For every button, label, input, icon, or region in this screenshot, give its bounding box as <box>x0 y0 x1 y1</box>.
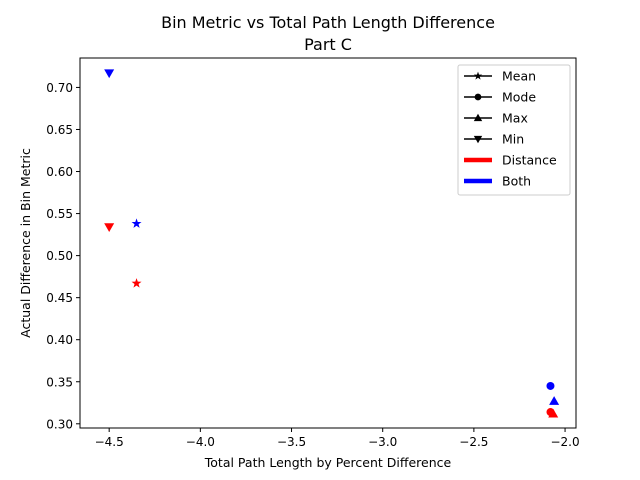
y-tick-label: 0.45 <box>46 291 73 305</box>
legend-label: Distance <box>502 153 557 168</box>
x-tick-label: −4.5 <box>95 435 124 449</box>
y-axis-label: Actual Difference in Bin Metric <box>18 148 33 338</box>
legend-label: Mean <box>502 69 536 84</box>
legend-label: Min <box>502 132 524 147</box>
legend-label: Mode <box>502 90 536 105</box>
data-point-both-mode <box>546 381 555 390</box>
legend-entry-min: Min <box>464 132 524 147</box>
x-tick-label: −2.5 <box>459 435 488 449</box>
legend-label: Both <box>502 174 531 189</box>
legend-label: Max <box>502 111 528 126</box>
y-tick-label: 0.55 <box>46 207 73 221</box>
y-tick-label: 0.30 <box>46 417 73 431</box>
data-point-distance-min <box>104 223 115 233</box>
legend-entry-max: Max <box>464 111 528 126</box>
y-tick-label: 0.60 <box>46 165 73 179</box>
legend-entry-distance: Distance <box>464 153 557 168</box>
legend-marker-star <box>473 71 483 80</box>
legend-marker-triangle-down <box>473 135 483 144</box>
x-axis-label: Total Path Length by Percent Difference <box>204 455 452 470</box>
y-tick-label: 0.65 <box>46 123 73 137</box>
data-point-both-max <box>549 396 560 405</box>
y-tick-label: 0.35 <box>46 375 73 389</box>
chart-title: Bin Metric vs Total Path Length Differen… <box>161 13 495 32</box>
data-points <box>104 69 560 418</box>
y-tick-label: 0.40 <box>46 333 73 347</box>
axes-frame <box>79 57 577 429</box>
x-tick-label: −3.5 <box>277 435 306 449</box>
legend-entry-mean: Mean <box>464 69 536 84</box>
y-axis-ticks: 0.30 0.35 0.40 0.45 0.50 0.55 0.60 0.65 0.70 <box>46 81 80 431</box>
data-point-distance-mean <box>131 278 142 288</box>
legend-marker-triangle-up <box>473 113 483 122</box>
data-point-distance-max <box>548 408 559 418</box>
x-tick-label: −3.0 <box>368 435 397 449</box>
data-point-both-mean <box>131 218 142 228</box>
x-axis-ticks: −4.5 −4.0 −3.5 −3.0 −2.5 −2.0 <box>95 428 580 449</box>
x-tick-label: −2.0 <box>550 435 579 449</box>
chart-subtitle: Part C <box>304 35 352 54</box>
x-tick-label: −4.0 <box>186 435 215 449</box>
data-point-both-min <box>104 69 115 79</box>
legend-marker-circle <box>474 93 482 101</box>
y-tick-label: 0.50 <box>46 249 73 263</box>
legend-entry-mode: Mode <box>464 90 536 105</box>
legend-entry-both: Both <box>464 174 531 189</box>
y-tick-label: 0.70 <box>46 81 73 95</box>
legend: Mean Mode Max Min Distance Both <box>457 64 571 196</box>
